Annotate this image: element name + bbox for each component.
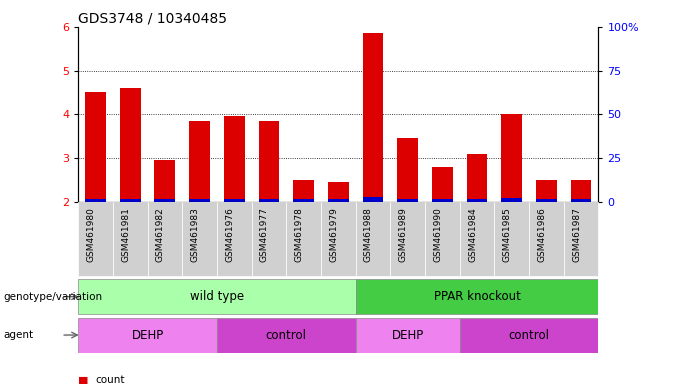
Text: DEHP: DEHP bbox=[392, 329, 424, 341]
Text: GSM461982: GSM461982 bbox=[156, 208, 165, 262]
Bar bbox=[494, 202, 529, 276]
Bar bbox=[217, 202, 252, 276]
Text: GSM461987: GSM461987 bbox=[572, 208, 581, 263]
Text: GSM461981: GSM461981 bbox=[121, 208, 130, 263]
Text: genotype/variation: genotype/variation bbox=[3, 291, 103, 302]
Bar bbox=[564, 202, 598, 276]
Text: PPAR knockout: PPAR knockout bbox=[434, 290, 520, 303]
Bar bbox=[460, 202, 494, 276]
Text: control: control bbox=[266, 329, 307, 341]
Text: GSM461977: GSM461977 bbox=[260, 208, 269, 263]
Bar bbox=[293, 180, 314, 202]
Bar bbox=[362, 197, 384, 202]
Text: GSM461984: GSM461984 bbox=[468, 208, 477, 262]
Text: GSM461980: GSM461980 bbox=[86, 208, 95, 263]
Bar bbox=[362, 33, 384, 202]
Bar bbox=[120, 199, 141, 202]
Bar bbox=[571, 199, 592, 202]
Text: GSM461976: GSM461976 bbox=[225, 208, 234, 263]
Bar bbox=[293, 199, 314, 202]
Text: agent: agent bbox=[3, 330, 33, 340]
Text: GSM461985: GSM461985 bbox=[503, 208, 511, 263]
Bar bbox=[258, 121, 279, 202]
Bar bbox=[321, 202, 356, 276]
Bar bbox=[182, 202, 217, 276]
Bar bbox=[536, 180, 557, 202]
Bar bbox=[328, 182, 349, 202]
Bar bbox=[356, 318, 460, 353]
Text: GDS3748 / 10340485: GDS3748 / 10340485 bbox=[78, 12, 227, 26]
Bar bbox=[78, 318, 217, 353]
Bar bbox=[189, 121, 210, 202]
Bar bbox=[252, 202, 286, 276]
Bar bbox=[154, 160, 175, 202]
Bar bbox=[224, 199, 245, 202]
Bar bbox=[78, 202, 113, 276]
Bar bbox=[466, 154, 488, 202]
Bar bbox=[536, 199, 557, 202]
Bar bbox=[189, 199, 210, 202]
Bar bbox=[390, 202, 425, 276]
Bar bbox=[78, 279, 356, 314]
Text: DEHP: DEHP bbox=[131, 329, 164, 341]
Bar bbox=[432, 167, 453, 202]
Bar bbox=[501, 114, 522, 202]
Text: GSM461979: GSM461979 bbox=[329, 208, 338, 263]
Bar bbox=[286, 202, 321, 276]
Text: GSM461990: GSM461990 bbox=[433, 208, 442, 263]
Bar bbox=[224, 116, 245, 202]
Text: count: count bbox=[95, 375, 124, 384]
Text: GSM461978: GSM461978 bbox=[294, 208, 303, 263]
Bar bbox=[217, 318, 356, 353]
Bar bbox=[85, 93, 106, 202]
Bar bbox=[466, 199, 488, 202]
Bar bbox=[85, 199, 106, 202]
Bar bbox=[501, 198, 522, 202]
Text: GSM461983: GSM461983 bbox=[190, 208, 200, 263]
Text: wild type: wild type bbox=[190, 290, 244, 303]
Bar bbox=[154, 199, 175, 202]
Text: GSM461989: GSM461989 bbox=[398, 208, 407, 263]
Bar bbox=[120, 88, 141, 202]
Bar bbox=[113, 202, 148, 276]
Bar bbox=[460, 318, 598, 353]
Text: ■: ■ bbox=[78, 375, 88, 384]
Bar bbox=[258, 199, 279, 202]
Bar bbox=[425, 202, 460, 276]
Text: control: control bbox=[509, 329, 549, 341]
Bar bbox=[397, 199, 418, 202]
Bar bbox=[571, 180, 592, 202]
Bar bbox=[356, 202, 390, 276]
Text: GSM461988: GSM461988 bbox=[364, 208, 373, 263]
Bar bbox=[397, 138, 418, 202]
Bar bbox=[529, 202, 564, 276]
Bar bbox=[148, 202, 182, 276]
Bar bbox=[328, 199, 349, 202]
Bar bbox=[432, 199, 453, 202]
Bar bbox=[356, 279, 598, 314]
Text: GSM461986: GSM461986 bbox=[537, 208, 546, 263]
